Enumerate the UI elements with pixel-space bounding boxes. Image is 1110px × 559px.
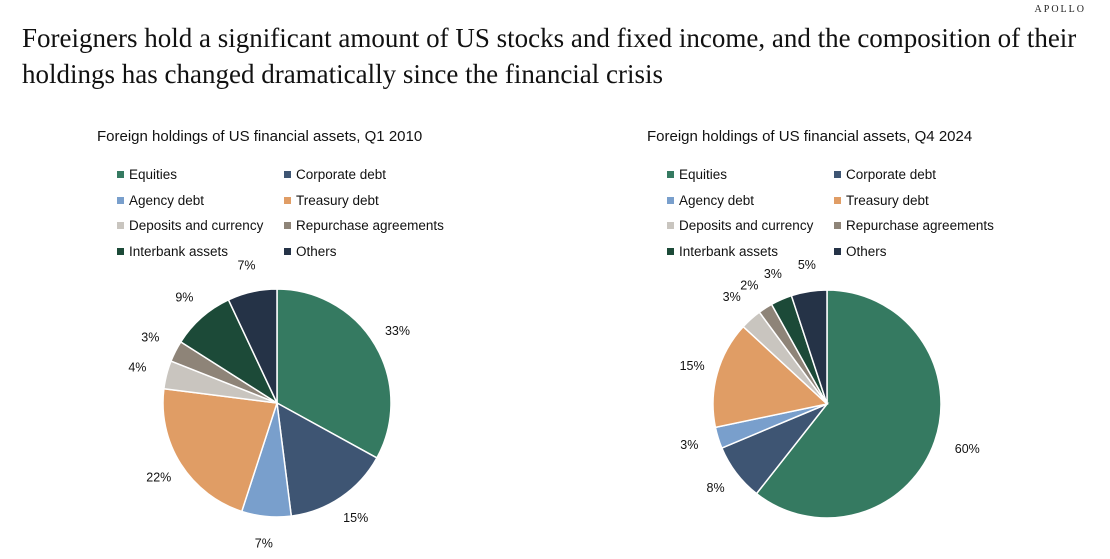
data-label-corporate-debt: 15% bbox=[343, 511, 368, 525]
legend-swatch bbox=[667, 247, 674, 255]
legend-swatch bbox=[284, 196, 291, 204]
data-label-interbank-assets: 3% bbox=[764, 267, 782, 281]
legend-label: Others bbox=[296, 243, 337, 259]
legend-label: Others bbox=[846, 243, 887, 259]
legend-label: Interbank assets bbox=[129, 243, 229, 259]
legend-swatch bbox=[284, 222, 291, 230]
legend-swatch bbox=[834, 171, 841, 179]
chart-panel-2010: Foreign holdings of US financial assets,… bbox=[97, 128, 557, 551]
pie-slice-treasury-debt bbox=[712, 325, 829, 429]
pie-slice-corporate-debt bbox=[276, 401, 378, 517]
legend-item-treasury-debt: Treasury debt bbox=[834, 188, 1034, 214]
legend-item-others: Others bbox=[834, 239, 1034, 265]
data-label-deposits-and-currency: 4% bbox=[128, 360, 146, 374]
data-label-others: 5% bbox=[798, 258, 816, 272]
legend-swatch bbox=[834, 222, 841, 230]
legend-label: Corporate debt bbox=[846, 167, 937, 183]
page-title: Foreigners hold a significant amount of … bbox=[22, 23, 1077, 89]
data-label-agency-debt: 3% bbox=[680, 438, 698, 452]
legend-swatch bbox=[117, 222, 124, 230]
legend-item-equities: Equities bbox=[667, 162, 834, 188]
legend-swatch bbox=[284, 171, 291, 179]
data-label-others: 7% bbox=[237, 259, 255, 273]
data-label-equities: 33% bbox=[385, 324, 410, 338]
chart-legend-2024: Equities Corporate debt Agency debt Treasur… bbox=[667, 162, 1107, 264]
legend-item-corporate-debt: Corporate debt bbox=[834, 162, 1034, 188]
pie-slice-others bbox=[790, 289, 828, 405]
data-label-repurchase-agreements: 2% bbox=[740, 278, 758, 292]
brand-logo: APOLLO bbox=[1034, 4, 1086, 15]
legend-item-agency-debt: Agency debt bbox=[117, 188, 284, 214]
legend-item-repurchase-agreements: Repurchase agreements bbox=[834, 213, 1034, 239]
legend-item-deposits-and-currency: Deposits and currency bbox=[117, 213, 284, 239]
legend-label: Equities bbox=[129, 167, 178, 183]
legend-item-repurchase-agreements: Repurchase agreements bbox=[284, 213, 484, 239]
pie-chart-2010: 33% 15% 7% 22% 4% 3% 9% 7% bbox=[128, 259, 410, 551]
pie-slice-equities bbox=[276, 288, 392, 459]
legend-label: Interbank assets bbox=[679, 243, 779, 259]
data-label-corporate-debt: 8% bbox=[707, 481, 725, 495]
legend-label: Repurchase agreements bbox=[296, 218, 444, 234]
legend-item-treasury-debt: Treasury debt bbox=[284, 188, 484, 214]
legend-item-corporate-debt: Corporate debt bbox=[284, 162, 484, 188]
legend-swatch bbox=[667, 222, 674, 230]
legend-item-deposits-and-currency: Deposits and currency bbox=[667, 213, 834, 239]
legend-swatch bbox=[667, 196, 674, 204]
legend-label: Treasury debt bbox=[296, 192, 379, 208]
legend-item-interbank-assets: Interbank assets bbox=[117, 239, 284, 265]
pie-chart-2024: 60%8%3%15%3%2%3%5% bbox=[680, 258, 980, 519]
legend-label: Equities bbox=[679, 167, 728, 183]
data-label-repurchase-agreements: 3% bbox=[141, 331, 159, 345]
legend-label: Deposits and currency bbox=[129, 218, 264, 234]
legend-swatch bbox=[117, 171, 124, 179]
legend-swatch bbox=[834, 196, 841, 204]
legend-label: Repurchase agreements bbox=[846, 218, 994, 234]
legend-item-equities: Equities bbox=[117, 162, 284, 188]
data-label-treasury-debt: 15% bbox=[680, 359, 705, 373]
legend-swatch bbox=[834, 247, 841, 255]
legend-label: Agency debt bbox=[679, 192, 755, 208]
legend-swatch bbox=[117, 247, 124, 255]
data-label-agency-debt: 7% bbox=[255, 537, 273, 551]
pie-slice-equities bbox=[755, 289, 942, 519]
legend-item-agency-debt: Agency debt bbox=[667, 188, 834, 214]
data-label-deposits-and-currency: 3% bbox=[723, 290, 741, 304]
pie-slice-treasury-debt bbox=[162, 387, 278, 513]
data-label-treasury-debt: 22% bbox=[146, 470, 171, 484]
chart-title-2024: Foreign holdings of US financial assets,… bbox=[647, 128, 973, 145]
legend-label: Agency debt bbox=[129, 192, 205, 208]
chart-panel-2024: Foreign holdings of US financial assets,… bbox=[647, 128, 1107, 548]
chart-legend-2010: Equities Corporate debt Agency debt Treasur… bbox=[117, 162, 557, 264]
legend-item-others: Others bbox=[284, 239, 484, 265]
legend-label: Treasury debt bbox=[846, 192, 929, 208]
legend-label: Deposits and currency bbox=[679, 218, 814, 234]
legend-item-interbank-assets: Interbank assets bbox=[667, 239, 834, 265]
data-label-interbank-assets: 9% bbox=[175, 290, 193, 304]
data-label-equities: 60% bbox=[955, 442, 980, 456]
legend-swatch bbox=[667, 171, 674, 179]
legend-swatch bbox=[284, 247, 291, 255]
legend-label: Corporate debt bbox=[296, 167, 387, 183]
legend-swatch bbox=[117, 196, 124, 204]
pie-slice-others bbox=[227, 288, 278, 404]
chart-title-2010: Foreign holdings of US financial assets,… bbox=[97, 128, 423, 145]
